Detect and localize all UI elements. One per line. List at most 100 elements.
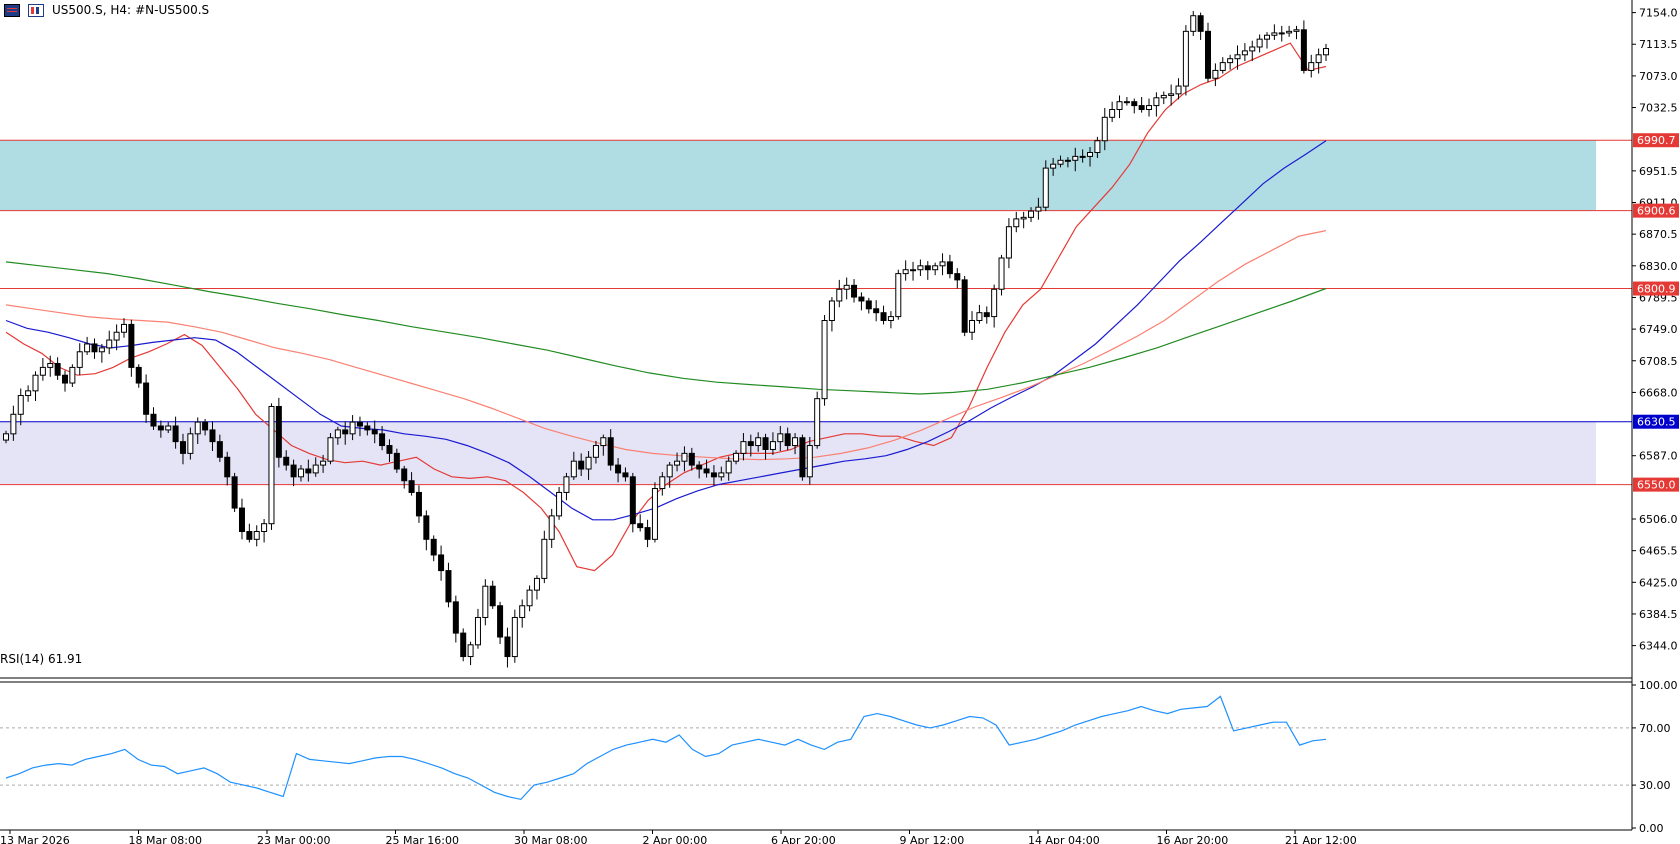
candle [836, 279, 843, 308]
candle [1234, 45, 1241, 70]
candle [290, 459, 297, 487]
candle [733, 450, 740, 465]
candle [84, 336, 91, 355]
candle-body [858, 296, 865, 302]
candle [1278, 25, 1285, 42]
candle [1153, 92, 1160, 117]
price-tick-label: 7032.5 [1639, 102, 1678, 115]
candle-body [61, 374, 68, 384]
candle [1123, 96, 1130, 106]
candle [172, 416, 179, 449]
candle-body [202, 421, 209, 431]
candle [932, 262, 939, 276]
candle-body [784, 433, 791, 447]
candle-body [1175, 85, 1182, 95]
moving-average-line-2 [5, 230, 1327, 461]
candle-body [991, 288, 998, 318]
candle-body [674, 460, 681, 466]
candle [917, 259, 924, 276]
price-tick-label: 6708.5 [1639, 355, 1678, 368]
candle-body [1249, 46, 1256, 52]
candle [895, 269, 902, 320]
candle [445, 562, 452, 608]
candle [1013, 211, 1020, 233]
candle [910, 261, 917, 281]
candle [533, 575, 540, 600]
candle [792, 433, 799, 455]
candle-body [1042, 167, 1049, 208]
candle-body [769, 441, 776, 450]
level-price-tag-label: 6630.5 [1637, 416, 1676, 429]
candle [622, 467, 629, 482]
candle [939, 253, 946, 276]
candle [718, 466, 725, 481]
candle [1087, 147, 1094, 167]
candle [637, 514, 644, 532]
candle [1227, 54, 1234, 70]
candle-body [917, 265, 924, 271]
chart-header: US500.S, H4: #N-US500.S [0, 0, 209, 20]
candle-body [755, 437, 762, 447]
candle-body [135, 366, 142, 384]
candle [946, 254, 953, 279]
candle-body [98, 347, 105, 353]
candle [3, 430, 9, 444]
candle-body [342, 429, 349, 435]
candle [1205, 22, 1212, 83]
candle [1116, 95, 1123, 119]
candle-body [924, 265, 931, 271]
candle-body [519, 605, 526, 618]
candle [873, 300, 880, 322]
candle [1094, 136, 1101, 158]
candle-body [1020, 216, 1027, 220]
candle-body [873, 308, 880, 314]
candle [548, 508, 555, 548]
candle-body [349, 421, 356, 435]
candle-body [733, 452, 740, 462]
candle [541, 530, 548, 584]
candle [327, 433, 334, 465]
candle [976, 304, 983, 324]
price-tick-label: 6830.0 [1639, 260, 1678, 273]
candle [578, 453, 585, 477]
candle-body [1219, 62, 1226, 71]
candle-body [607, 437, 614, 466]
level-price-tag [1633, 133, 1679, 148]
candle [113, 324, 120, 351]
time-tick-label: 16 Apr 20:00 [1157, 834, 1229, 844]
candle-body [1072, 155, 1079, 161]
candle-body [644, 527, 651, 540]
candle-body [585, 456, 592, 470]
price-tick-label: 6384.5 [1639, 608, 1678, 621]
candle-body [445, 570, 452, 603]
candle-body [312, 464, 319, 474]
candle [983, 306, 990, 324]
candle-body [320, 460, 327, 466]
price-tick-label: 6425.0 [1639, 576, 1678, 589]
candle-body [932, 265, 939, 271]
candle [851, 279, 858, 303]
candle-body [69, 366, 76, 384]
candle-body [438, 554, 445, 572]
candle [165, 422, 172, 434]
candle [150, 407, 157, 430]
candle-body [747, 441, 754, 447]
candle [297, 465, 304, 482]
candle-body [415, 491, 422, 517]
candle-body [482, 585, 489, 618]
candle [415, 485, 422, 523]
candle-body [489, 585, 496, 607]
bar-chart-icon[interactable] [28, 3, 44, 17]
candle [799, 434, 806, 481]
candle [1057, 155, 1064, 168]
candle-body [408, 480, 415, 493]
candle-body [511, 616, 518, 658]
chart-grid-icon[interactable] [4, 3, 20, 17]
candle-body [865, 300, 872, 310]
candle-body [1278, 32, 1285, 35]
candle-body [327, 437, 334, 462]
candle-body [497, 605, 504, 638]
level-price-tag [1633, 414, 1679, 429]
candle-body [467, 644, 474, 658]
